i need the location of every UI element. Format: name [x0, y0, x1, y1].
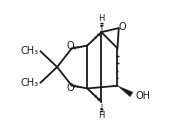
Polygon shape [118, 86, 133, 97]
Text: H: H [98, 14, 105, 23]
Text: H: H [98, 111, 105, 120]
Text: CH₃: CH₃ [21, 46, 39, 56]
Text: O: O [119, 22, 126, 32]
Text: OH: OH [136, 91, 151, 100]
Text: O: O [66, 41, 74, 51]
Text: O: O [66, 83, 74, 93]
Text: CH₃: CH₃ [21, 78, 39, 88]
